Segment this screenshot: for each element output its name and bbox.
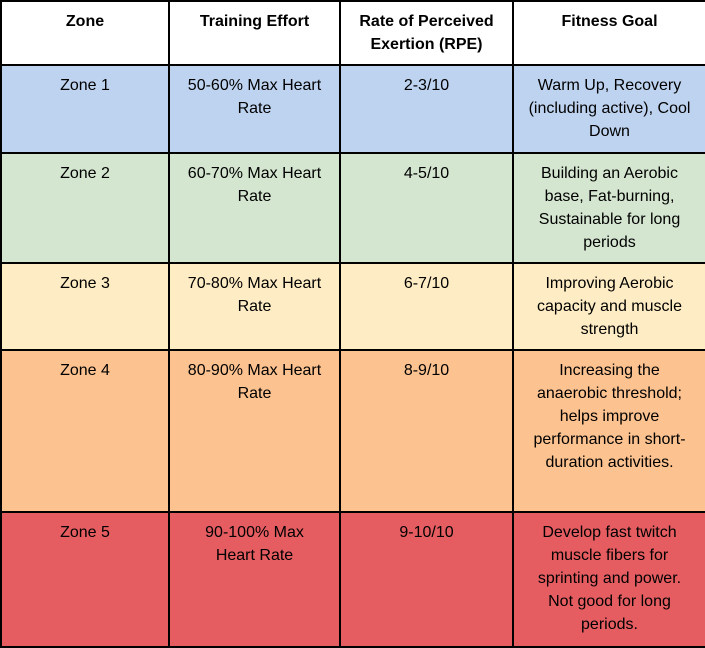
table-row-zone-4: Zone 4 80-90% Max Heart Rate 8-9/10 Incr… bbox=[0, 349, 705, 513]
header-zone: Zone bbox=[0, 0, 170, 66]
cell-zone: Zone 3 bbox=[0, 262, 170, 351]
table-row-zone-1: Zone 1 50-60% Max Heart Rate 2-3/10 Warm… bbox=[0, 64, 705, 154]
header-fitness-goal: Fitness Goal bbox=[512, 0, 705, 66]
table-row-zone-3: Zone 3 70-80% Max Heart Rate 6-7/10 Impr… bbox=[0, 262, 705, 351]
cell-training-effort: 80-90% Max Heart Rate bbox=[168, 349, 341, 513]
cell-zone: Zone 4 bbox=[0, 349, 170, 513]
cell-fitness-goal: Warm Up, Recovery (including active), Co… bbox=[512, 64, 705, 154]
table-row-zone-2: Zone 2 60-70% Max Heart Rate 4-5/10 Buil… bbox=[0, 152, 705, 264]
cell-fitness-goal: Building an Aerobic base, Fat-burning, S… bbox=[512, 152, 705, 264]
header-row: Zone Training Effort Rate of Perceived E… bbox=[0, 0, 705, 66]
cell-fitness-goal: Increasing the anaerobic threshold; help… bbox=[512, 349, 705, 513]
cell-zone: Zone 5 bbox=[0, 511, 170, 648]
cell-rpe: 4-5/10 bbox=[339, 152, 514, 264]
cell-rpe: 9-10/10 bbox=[339, 511, 514, 648]
cell-training-effort: 90-100% Max Heart Rate bbox=[168, 511, 341, 648]
header-rpe: Rate of Perceived Exertion (RPE) bbox=[339, 0, 514, 66]
cell-training-effort: 70-80% Max Heart Rate bbox=[168, 262, 341, 351]
cell-zone: Zone 2 bbox=[0, 152, 170, 264]
cell-rpe: 8-9/10 bbox=[339, 349, 514, 513]
cell-fitness-goal: Develop fast twitch muscle fibers for sp… bbox=[512, 511, 705, 648]
cell-training-effort: 50-60% Max Heart Rate bbox=[168, 64, 341, 154]
table-row-zone-5: Zone 5 90-100% Max Heart Rate 9-10/10 De… bbox=[0, 511, 705, 648]
cell-rpe: 2-3/10 bbox=[339, 64, 514, 154]
cell-zone: Zone 1 bbox=[0, 64, 170, 154]
cell-rpe: 6-7/10 bbox=[339, 262, 514, 351]
cell-fitness-goal: Improving Aerobic capacity and muscle st… bbox=[512, 262, 705, 351]
cell-training-effort: 60-70% Max Heart Rate bbox=[168, 152, 341, 264]
header-training-effort: Training Effort bbox=[168, 0, 341, 66]
